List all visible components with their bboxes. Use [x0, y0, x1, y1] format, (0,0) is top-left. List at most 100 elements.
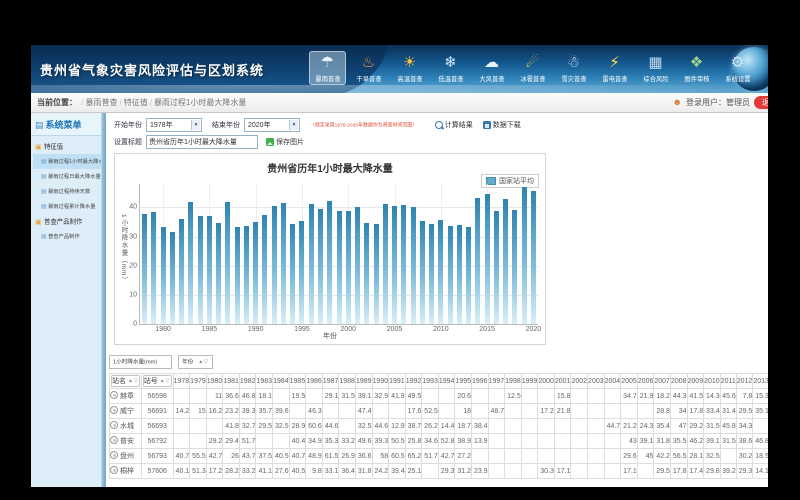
- bar-2019[interactable]: [522, 187, 527, 324]
- bar-1984[interactable]: [198, 216, 203, 324]
- nav-item-map-review[interactable]: ❖图件审核: [678, 51, 715, 85]
- col-year-1994[interactable]: 1994: [438, 374, 455, 389]
- col-year-1982[interactable]: 1982: [239, 374, 256, 389]
- bar-2012[interactable]: [457, 225, 462, 324]
- bar-2020[interactable]: [531, 191, 536, 324]
- nav-item-drought[interactable]: ♨干旱普查: [350, 51, 387, 85]
- col-year-2000[interactable]: 2000: [538, 374, 555, 389]
- bar-1989[interactable]: [244, 226, 249, 324]
- col-year-2013[interactable]: 2013: [753, 374, 768, 389]
- bar-1997[interactable]: [318, 209, 323, 325]
- bar-1987[interactable]: [225, 202, 230, 324]
- station-name-cell[interactable]: 普安: [110, 434, 142, 449]
- bar-1980[interactable]: [161, 227, 166, 324]
- tree-group[interactable]: ▣特征值: [33, 139, 101, 154]
- radio-icon[interactable]: [110, 451, 118, 459]
- col-year-1983[interactable]: 1983: [256, 374, 273, 389]
- col-year-1988[interactable]: 1988: [339, 374, 356, 389]
- year-sort-filter[interactable]: 年份 ▲▽: [178, 355, 213, 369]
- bar-2008[interactable]: [420, 221, 425, 324]
- nav-item-high-temp[interactable]: ☀高温普查: [391, 51, 428, 85]
- table-row[interactable]: 盘州5679340.755.542.72643.737.540.540.748.…: [110, 449, 769, 464]
- col-year-1993[interactable]: 1993: [422, 374, 439, 389]
- col-year-2009[interactable]: 2009: [687, 374, 704, 389]
- bar-1995[interactable]: [299, 221, 304, 324]
- bar-2005[interactable]: [392, 206, 397, 324]
- nav-item-low-temp[interactable]: ❄低温普查: [432, 51, 469, 85]
- bar-1978[interactable]: [142, 214, 147, 324]
- col-year-1981[interactable]: 1981: [223, 374, 240, 389]
- bar-1988[interactable]: [235, 227, 240, 324]
- table-row[interactable]: 威宁5669114.21516.223.239.335.739.646.347.…: [110, 404, 769, 419]
- nav-item-settings[interactable]: ⚙系统设置: [719, 51, 756, 85]
- bar-2006[interactable]: [401, 205, 406, 324]
- nav-item-hail[interactable]: ☄冰雹普查: [514, 51, 551, 85]
- element-filter[interactable]: 1小时降水量(mm): [109, 355, 172, 369]
- nav-item-snow[interactable]: ☃雪灾普查: [555, 51, 592, 85]
- table-row[interactable]: 普安5679229.229.451.740.434.935.333.249.63…: [110, 434, 769, 449]
- bar-1993[interactable]: [281, 203, 286, 324]
- radio-icon[interactable]: [110, 421, 118, 429]
- col-year-1992[interactable]: 1992: [405, 374, 422, 389]
- tree-group[interactable]: ▣普查产品制作: [33, 214, 101, 229]
- bar-1999[interactable]: [337, 211, 342, 324]
- radio-icon[interactable]: [110, 466, 118, 474]
- station-name-cell[interactable]: 赫章: [110, 389, 142, 404]
- bar-2010[interactable]: [438, 220, 443, 324]
- bar-2003[interactable]: [374, 224, 379, 324]
- station-name-cell[interactable]: 盘州: [110, 449, 142, 464]
- bar-1979[interactable]: [151, 212, 156, 324]
- bar-1998[interactable]: [327, 201, 332, 324]
- nav-item-rainstorm[interactable]: ☂暴雨普查: [309, 51, 346, 85]
- col-year-2011[interactable]: 2011: [720, 374, 736, 389]
- bar-1994[interactable]: [290, 224, 295, 324]
- bar-1992[interactable]: [272, 206, 277, 324]
- col-year-1984[interactable]: 1984: [273, 374, 290, 389]
- data-download-button[interactable]: 数据下载: [483, 120, 521, 130]
- bar-2016[interactable]: [494, 211, 499, 324]
- bar-2007[interactable]: [411, 207, 416, 324]
- calc-result-button[interactable]: 计算结果: [435, 120, 473, 130]
- save-image-button[interactable]: 保存图片: [266, 137, 304, 147]
- breadcrumb-link[interactable]: 暴雨普查: [85, 98, 117, 107]
- col-year-2005[interactable]: 2005: [621, 374, 638, 389]
- tree-item[interactable]: ▤暴雨过程日最大降水量: [33, 169, 101, 184]
- station-name-cell[interactable]: 水城: [110, 419, 142, 434]
- col-year-1995[interactable]: 1995: [455, 374, 472, 389]
- end-year-select[interactable]: 2020年▼: [244, 118, 300, 132]
- bar-2015[interactable]: [485, 194, 490, 324]
- bar-2004[interactable]: [383, 204, 388, 324]
- bar-1983[interactable]: [188, 202, 193, 324]
- bar-2017[interactable]: [503, 199, 508, 324]
- table-row[interactable]: 水城5669341.832.729.532.528.960.644.632.54…: [110, 419, 769, 434]
- nav-item-composite[interactable]: ▦综合风险: [637, 51, 674, 85]
- col-year-1990[interactable]: 1990: [372, 374, 389, 389]
- col-year-1998[interactable]: 1998: [505, 374, 522, 389]
- col-year-1978[interactable]: 1978: [173, 374, 190, 389]
- bar-1991[interactable]: [262, 215, 267, 324]
- col-station-id[interactable]: 站号▲▽: [141, 374, 173, 389]
- bar-1986[interactable]: [216, 223, 221, 325]
- bar-2014[interactable]: [475, 198, 480, 324]
- bar-2013[interactable]: [466, 227, 471, 324]
- col-year-1989[interactable]: 1989: [355, 374, 372, 389]
- tree-item[interactable]: ▤暴雨过程1小时最大降水量: [33, 154, 101, 169]
- col-year-1979[interactable]: 1979: [190, 374, 207, 389]
- bar-2000[interactable]: [346, 211, 351, 324]
- col-year-1999[interactable]: 1999: [521, 374, 538, 389]
- breadcrumb-link[interactable]: 暴雨过程1小时最大降水量: [154, 98, 246, 107]
- start-year-select[interactable]: 1978年▼: [146, 118, 202, 132]
- logout-button[interactable]: 退出系统: [754, 96, 768, 109]
- radio-icon[interactable]: [110, 406, 118, 414]
- table-row[interactable]: 赫章565981136.646.818.119.529.131.539.132.…: [110, 389, 769, 404]
- tree-item[interactable]: ▤暴雨过程累计降水量: [33, 199, 101, 214]
- bar-2001[interactable]: [355, 207, 360, 324]
- col-year-2002[interactable]: 2002: [571, 374, 588, 389]
- breadcrumb-link[interactable]: 特征值: [124, 98, 148, 107]
- col-year-2006[interactable]: 2006: [637, 374, 654, 389]
- station-name-cell[interactable]: 威宁: [110, 404, 142, 419]
- bar-2009[interactable]: [429, 224, 434, 324]
- bar-1981[interactable]: [170, 232, 175, 324]
- col-year-1980[interactable]: 1980: [206, 374, 223, 389]
- station-name-cell[interactable]: 桐梓: [110, 464, 142, 479]
